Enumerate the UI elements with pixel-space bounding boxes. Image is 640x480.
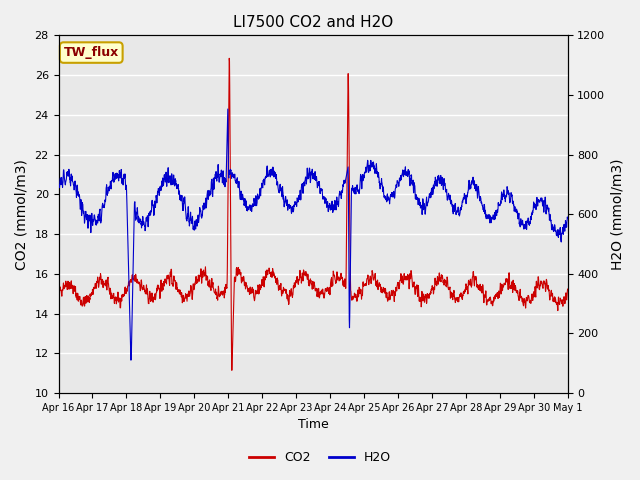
Y-axis label: H2O (mmol/m3): H2O (mmol/m3)	[611, 158, 625, 270]
Y-axis label: CO2 (mmol/m3): CO2 (mmol/m3)	[15, 159, 29, 270]
Text: TW_flux: TW_flux	[63, 46, 119, 59]
Title: LI7500 CO2 and H2O: LI7500 CO2 and H2O	[233, 15, 393, 30]
Legend: CO2, H2O: CO2, H2O	[244, 446, 396, 469]
X-axis label: Time: Time	[298, 419, 328, 432]
